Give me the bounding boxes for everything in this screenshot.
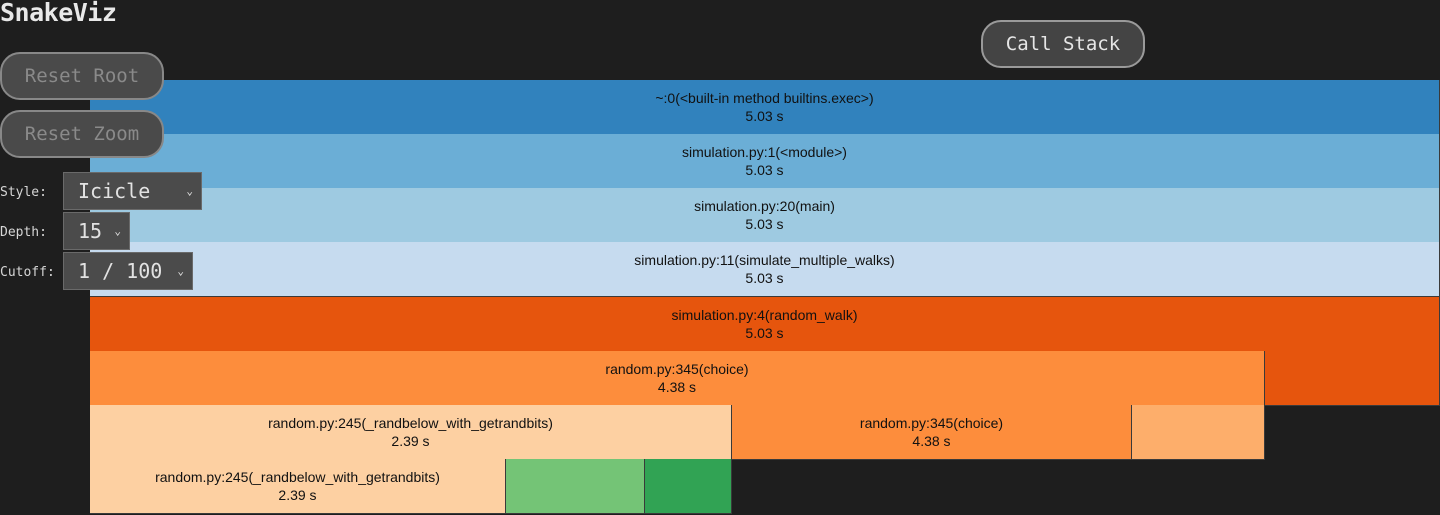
icicle-block[interactable]: ~:0(<built-in method builtins.exec>) 5.03…	[90, 80, 1440, 135]
icicle-block[interactable]: random.py:345(choice) 4.38 s	[732, 405, 1132, 460]
app-title: SnakeViz	[0, 0, 117, 27]
depth-label: Depth:	[0, 225, 47, 240]
reset-root-button[interactable]: Reset Root	[0, 52, 164, 100]
block-label: ~:0(<built-in method builtins.exec>)	[655, 90, 874, 106]
icicle-block[interactable]	[506, 459, 645, 514]
icicle-block[interactable]	[645, 459, 732, 514]
block-time: 5.03 s	[745, 216, 784, 232]
chevron-down-icon: ⌄	[114, 224, 121, 238]
icicle-block[interactable]: simulation.py:11(simulate_multiple_walks…	[90, 242, 1440, 297]
style-label: Style:	[0, 185, 47, 200]
cutoff-select-value: 1 / 100	[78, 259, 163, 283]
cutoff-select[interactable]: 1 / 100 ⌄	[63, 252, 193, 290]
icicle-block[interactable]: random.py:245(_randbelow_with_getrandbit…	[90, 459, 506, 514]
style-select[interactable]: Icicle ⌄	[63, 172, 202, 210]
depth-select-value: 15	[78, 219, 103, 243]
block-time: 2.39 s	[391, 433, 430, 449]
icicle-block[interactable]: simulation.py:1(<module>) 5.03 s	[90, 134, 1440, 189]
block-label: random.py:245(_randbelow_with_getrandbit…	[268, 415, 553, 431]
chevron-down-icon: ⌄	[186, 184, 193, 198]
block-label: random.py:245(_randbelow_with_getrandbit…	[155, 469, 440, 485]
block-label: simulation.py:1(<module>)	[682, 144, 847, 160]
icicle-block[interactable]: random.py:345(choice) 4.38 s	[90, 351, 1265, 406]
block-label: random.py:345(choice)	[605, 361, 749, 377]
block-time: 5.03 s	[745, 162, 784, 178]
chevron-down-icon: ⌄	[177, 264, 184, 278]
block-time: 4.38 s	[657, 379, 697, 395]
depth-select[interactable]: 15 ⌄	[63, 212, 130, 250]
block-time: 5.03 s	[745, 325, 784, 341]
call-stack-button[interactable]: Call Stack	[981, 20, 1145, 68]
icicle-block[interactable]: simulation.py:4(random_walk) 5.03 s	[90, 297, 1440, 352]
block-label: simulation.py:4(random_walk)	[671, 307, 858, 323]
style-select-value: Icicle	[78, 179, 151, 203]
icicle-block[interactable]: simulation.py:20(main) 5.03 s	[90, 188, 1440, 243]
block-time: 2.39 s	[278, 487, 317, 503]
block-label: random.py:345(choice)	[859, 415, 1004, 431]
block-time: 5.03 s	[745, 108, 784, 124]
icicle-block[interactable]: random.py:245(_randbelow_with_getrandbit…	[90, 405, 732, 460]
block-label: simulation.py:20(main)	[694, 198, 835, 214]
block-time: 5.03 s	[745, 270, 784, 286]
icicle-block[interactable]	[1265, 351, 1440, 406]
icicle-block[interactable]	[1132, 405, 1265, 460]
reset-zoom-button[interactable]: Reset Zoom	[0, 110, 164, 158]
block-label: simulation.py:11(simulate_multiple_walks…	[634, 252, 895, 268]
cutoff-label: Cutoff:	[0, 265, 55, 280]
block-time: 4.38 s	[912, 433, 951, 449]
